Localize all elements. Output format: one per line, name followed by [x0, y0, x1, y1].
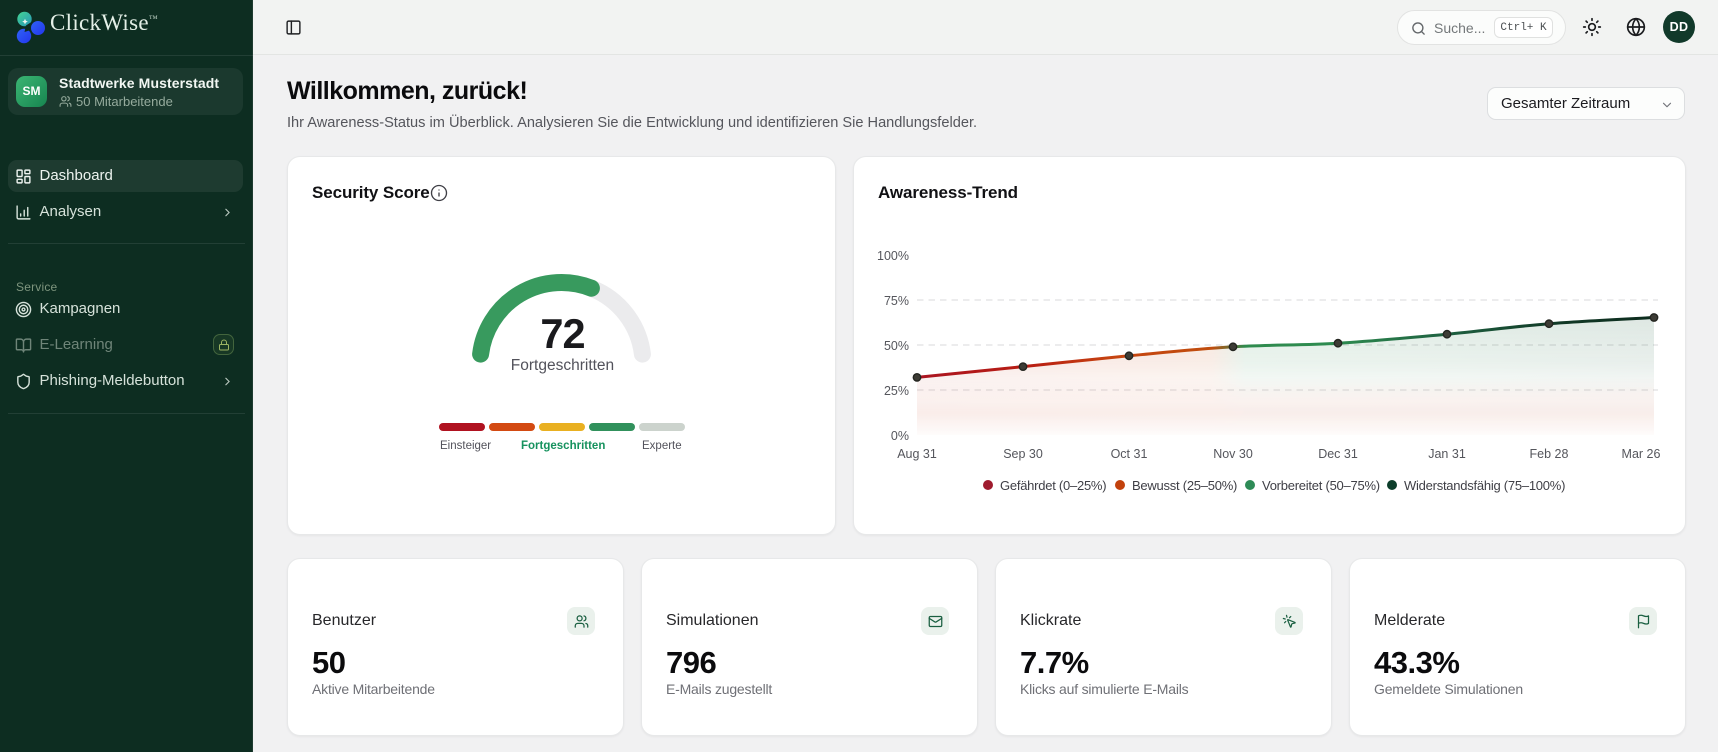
svg-text:Dec 31: Dec 31: [1318, 447, 1358, 461]
svg-text:Mar 26: Mar 26: [1622, 447, 1661, 461]
svg-text:Aug 31: Aug 31: [897, 447, 937, 461]
svg-text:Nov 30: Nov 30: [1213, 447, 1253, 461]
svg-text:Oct 31: Oct 31: [1111, 447, 1148, 461]
svg-text:Feb 28: Feb 28: [1530, 447, 1569, 461]
svg-text:50%: 50%: [884, 339, 909, 353]
svg-text:0%: 0%: [891, 429, 909, 443]
svg-text:Sep 30: Sep 30: [1003, 447, 1043, 461]
svg-text:25%: 25%: [884, 384, 909, 398]
svg-text:Jan 31: Jan 31: [1428, 447, 1466, 461]
svg-text:75%: 75%: [884, 294, 909, 308]
svg-text:100%: 100%: [877, 249, 909, 263]
